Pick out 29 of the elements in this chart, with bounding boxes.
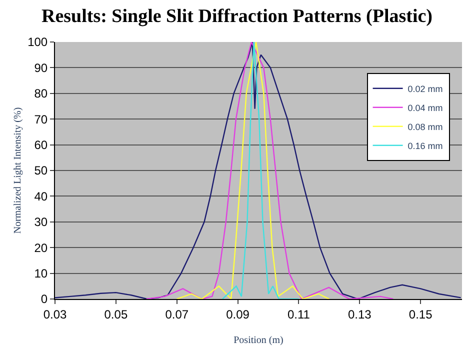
line-series bbox=[55, 42, 462, 299]
x-tick-label: 0.11 bbox=[287, 307, 310, 322]
x-axis-title: Position (m) bbox=[234, 334, 284, 346]
legend-label: 0.02 mm bbox=[408, 84, 443, 94]
legend-label: 0.16 mm bbox=[408, 140, 443, 151]
y-tick-label: 0 bbox=[40, 292, 48, 306]
y-tick-label: 80 bbox=[34, 86, 48, 101]
y-tick-label: 50 bbox=[34, 164, 48, 178]
x-tick-label: 0.05 bbox=[104, 307, 128, 322]
x-tick-label: 0.07 bbox=[165, 307, 189, 322]
x-tick-label: 0.15 bbox=[408, 307, 433, 322]
line-series bbox=[222, 42, 300, 299]
y-tick-label: 10 bbox=[34, 266, 48, 280]
legend-label: 0.08 mm bbox=[408, 122, 443, 132]
y-tick-label: 100 bbox=[28, 35, 48, 50]
line-series bbox=[176, 42, 330, 299]
y-tick-label: 70 bbox=[34, 112, 48, 126]
y-tick-label: 60 bbox=[34, 138, 48, 152]
chart-title: Results: Single Slit Diffraction Patterns (Plastic) bbox=[41, 6, 433, 28]
y-axis-title: Normalized Light Intensity (%) bbox=[12, 107, 24, 234]
legend-label: 0.04 mm bbox=[408, 102, 443, 113]
y-tick-label: 30 bbox=[34, 215, 48, 230]
line-series bbox=[146, 42, 394, 299]
y-tick-label: 90 bbox=[34, 60, 48, 75]
y-tick-label: 20 bbox=[34, 240, 48, 255]
y-tick-label: 40 bbox=[34, 189, 48, 204]
x-tick-label: 0.09 bbox=[226, 307, 250, 322]
x-tick-label: 0.13 bbox=[348, 307, 372, 322]
x-tick-label: 0.03 bbox=[43, 307, 67, 322]
